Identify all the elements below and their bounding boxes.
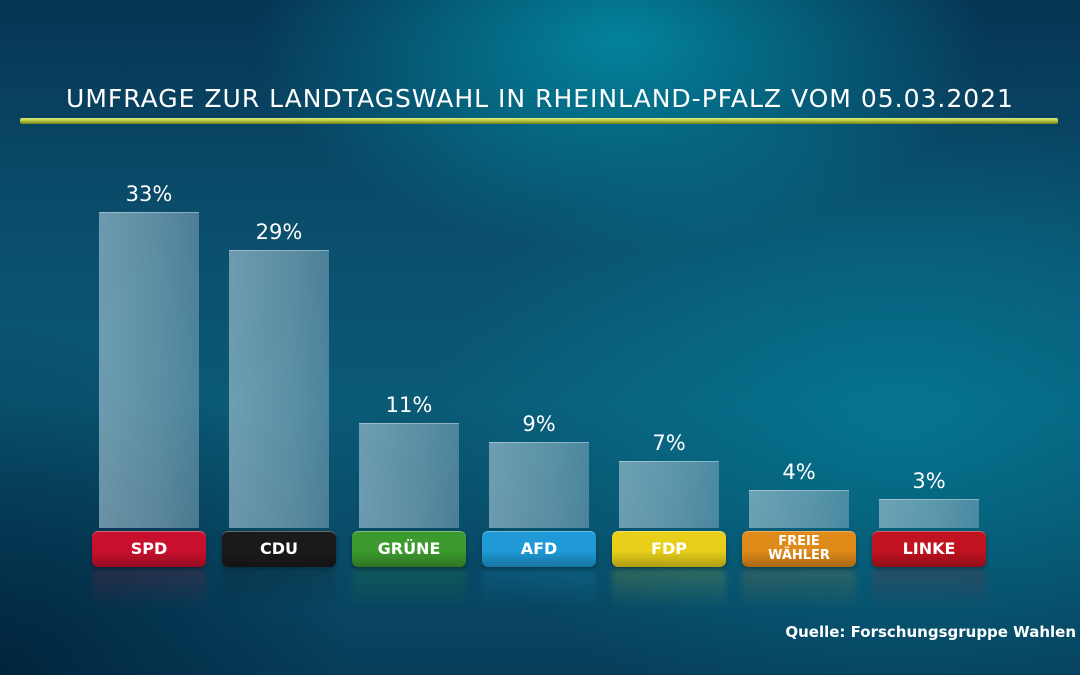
- party-label: LINKE: [872, 531, 986, 567]
- bar-grüne: [359, 423, 459, 528]
- value-label: 29%: [255, 220, 303, 244]
- value-label: 4%: [782, 460, 816, 484]
- party-label: SPD: [92, 531, 206, 567]
- label-reflection: [872, 569, 986, 609]
- bar-cdu: [229, 250, 329, 528]
- value-label: 9%: [522, 412, 556, 436]
- party-label: CDU: [222, 531, 336, 567]
- value-label: 33%: [125, 182, 173, 206]
- label-reflection: [612, 569, 726, 609]
- title-underline: [20, 118, 1058, 124]
- party-label: FDP: [612, 531, 726, 567]
- value-label: 3%: [912, 469, 946, 493]
- bar-afd: [489, 442, 589, 528]
- party-label: FREIE WÄHLER: [742, 531, 856, 567]
- bar-linke: [879, 499, 979, 528]
- label-reflection: [222, 569, 336, 609]
- label-reflection: [742, 569, 856, 609]
- label-reflection: [482, 569, 596, 609]
- source-note: Quelle: Forschungsgruppe Wahlen: [785, 623, 1076, 641]
- bar-freie-wähler: [749, 490, 849, 528]
- label-reflection: [352, 569, 466, 609]
- bar-spd: [99, 212, 199, 528]
- party-label: AFD: [482, 531, 596, 567]
- party-label: GRÜNE: [352, 531, 466, 567]
- value-label: 11%: [385, 393, 433, 417]
- bar-fdp: [619, 461, 719, 528]
- value-label: 7%: [652, 431, 686, 455]
- label-reflection: [92, 569, 206, 609]
- chart-title: UMFRAGE ZUR LANDTAGSWAHL IN RHEINLAND-PF…: [66, 84, 1014, 113]
